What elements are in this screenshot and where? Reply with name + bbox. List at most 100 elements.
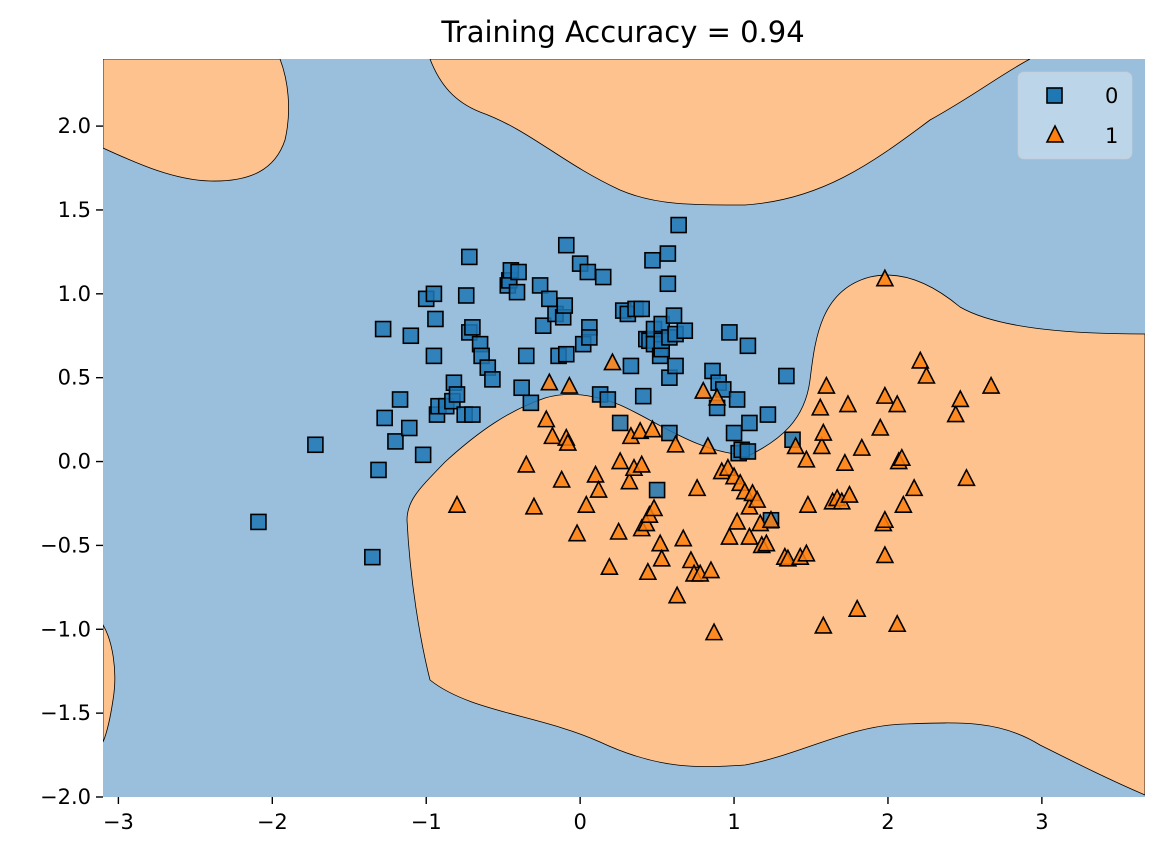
class-1-point — [904, 478, 924, 497]
class-1-point — [666, 434, 685, 453]
class-1-point — [887, 613, 907, 633]
class-0-point — [531, 277, 549, 294]
class-1-point — [687, 478, 707, 497]
y-tick-label: 1.0 — [58, 282, 91, 306]
class-0-point — [541, 290, 558, 308]
class-0-point — [622, 357, 640, 375]
x-tick-label: 3 — [1035, 810, 1048, 834]
class-1-point — [917, 365, 936, 384]
class-1-markers — [447, 268, 1001, 641]
class-1-point — [957, 468, 976, 487]
y-tick-label: 0.5 — [58, 366, 91, 390]
class-0-point — [400, 419, 418, 437]
class-0-point — [778, 367, 795, 385]
y-tick-label: 2.0 — [58, 114, 91, 138]
class-1-region-bottom-left — [103, 624, 116, 743]
class-1-point — [701, 560, 721, 579]
class-1-point — [892, 447, 912, 466]
class-0-point — [659, 275, 677, 293]
class-0-point — [517, 347, 535, 365]
class-0-point — [510, 263, 527, 281]
class-0-point — [759, 406, 777, 423]
class-1-point — [632, 454, 652, 473]
class-0-point — [599, 391, 617, 408]
class-0-point — [644, 251, 661, 269]
class-1-point — [707, 387, 727, 406]
class-1-point — [797, 449, 816, 468]
class-0-point — [557, 236, 575, 254]
x-tick-label: −2 — [257, 810, 288, 834]
class-1-point — [586, 464, 605, 483]
class-1-point — [950, 389, 970, 408]
class-0-point — [461, 248, 478, 266]
class-0-point — [402, 327, 420, 345]
class-0-point — [376, 409, 393, 427]
class-1-point — [650, 533, 670, 552]
x-tick-label: −3 — [103, 810, 134, 834]
class-0-point — [250, 513, 267, 531]
class-0-point — [464, 406, 481, 423]
class-1-point — [543, 426, 562, 445]
class-0-point — [741, 414, 758, 432]
class-1-region-top-left — [103, 59, 289, 182]
y-tick-label: −2.0 — [40, 785, 91, 809]
class-0-point — [581, 329, 598, 346]
class-0-point — [739, 337, 757, 355]
class-1-point — [761, 510, 781, 529]
class-1-point — [814, 615, 833, 634]
class-0-point — [522, 394, 540, 412]
class-1-point — [835, 452, 855, 472]
class-0-point — [425, 285, 443, 303]
class-1-point — [875, 385, 895, 404]
class-1-point — [727, 511, 747, 530]
x-tick-label: 2 — [881, 810, 894, 834]
class-1-point — [981, 375, 1001, 394]
class-1-point — [560, 375, 579, 394]
legend-marker-1 — [1045, 124, 1065, 143]
class-1-point — [852, 437, 872, 456]
class-1-point — [740, 526, 759, 545]
class-0-point — [534, 317, 552, 334]
class-1-point — [910, 350, 930, 369]
class-0-point — [659, 245, 677, 262]
class-1-point — [540, 372, 559, 391]
class-0-point — [414, 446, 432, 464]
class-0-markers — [250, 216, 801, 566]
class-1-point — [798, 494, 818, 513]
class-1-point — [810, 397, 830, 416]
class-1-point — [447, 494, 467, 513]
class-1-point — [778, 548, 798, 567]
class-1-point — [704, 622, 724, 641]
class-0-point — [464, 319, 481, 336]
class-1-point — [644, 498, 664, 517]
y-tick-label: 0.0 — [58, 450, 91, 474]
class-1-point — [840, 484, 859, 503]
class-0-point — [425, 347, 443, 365]
class-0-point — [633, 300, 651, 318]
class-1-point — [894, 494, 913, 513]
class-1-point — [875, 545, 895, 564]
class-1-point — [797, 543, 816, 562]
class-1-point — [589, 479, 608, 498]
x-tick-label: −1 — [411, 810, 442, 834]
class-0-point — [739, 443, 757, 460]
class-0-point — [556, 297, 574, 314]
class-1-point — [698, 436, 718, 455]
class-1-point — [516, 454, 536, 473]
class-1-point — [558, 432, 578, 451]
x-tick-label: 0 — [573, 810, 586, 834]
class-1-point — [946, 404, 965, 423]
class-0-point — [508, 283, 526, 301]
class-1-point — [638, 562, 658, 581]
class-0-point — [557, 345, 575, 363]
class-1-region-top — [429, 59, 1031, 206]
class-1-point — [681, 550, 701, 569]
class-1-point — [887, 394, 907, 413]
class-1-point — [875, 510, 895, 529]
class-1-point — [786, 436, 805, 455]
class-1-point — [652, 548, 672, 567]
class-1-point — [643, 419, 662, 438]
class-1-point — [817, 375, 836, 394]
x-tick-label: 1 — [727, 810, 740, 834]
class-1-point — [757, 533, 776, 552]
